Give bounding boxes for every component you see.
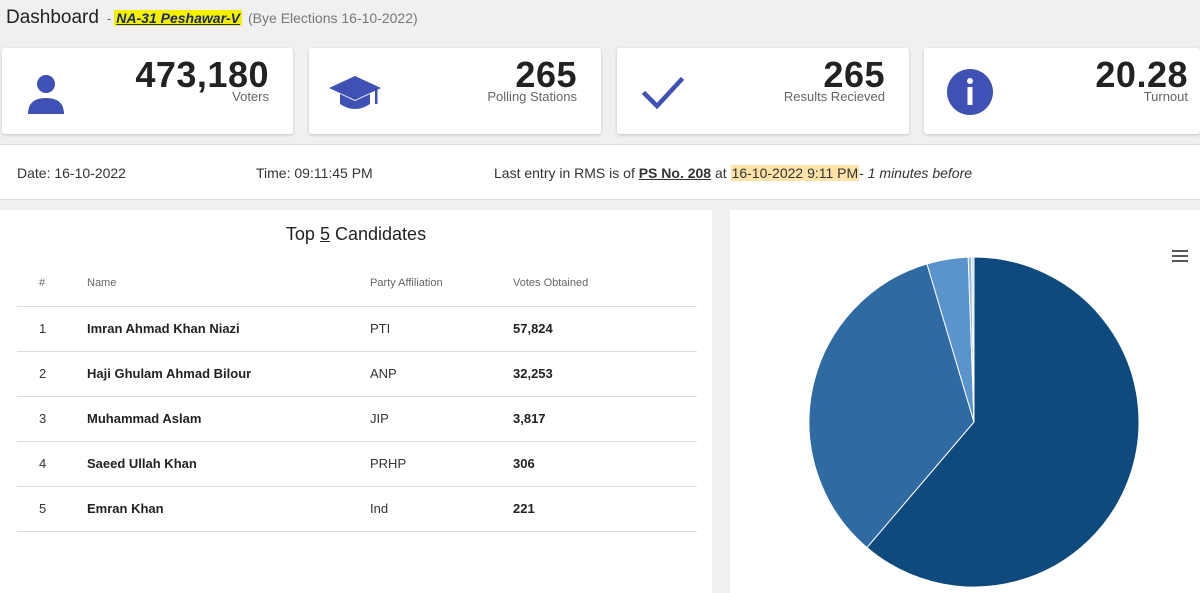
table-row: 3 Muhammad Aslam JIP 3,817: [17, 396, 697, 442]
row-name: Emran Khan: [87, 486, 370, 532]
row-number: 3: [17, 396, 87, 442]
turnout-card: 20.28 Turnout: [924, 48, 1200, 134]
row-name: Muhammad Aslam: [87, 396, 370, 442]
voters-card: 473,180 Voters: [2, 48, 293, 134]
results-value: 265: [823, 54, 885, 95]
info-icon: [947, 69, 993, 115]
pie-slice-pti[interactable]: [866, 256, 1140, 588]
table-row: 2 Haji Ghulam Ahmad Bilour ANP 32,253: [17, 351, 697, 397]
header-party: Party Affiliation: [370, 260, 513, 307]
header-votes: Votes Obtained: [513, 260, 697, 307]
row-votes: 221: [513, 486, 697, 532]
row-votes: 57,824: [513, 306, 697, 352]
row-votes: 3,817: [513, 396, 697, 442]
current-date: Date: 16-10-2022: [17, 165, 126, 181]
last-entry-at: at: [714, 165, 727, 181]
header-name: Name: [87, 260, 370, 307]
voters-label: Voters: [232, 89, 269, 104]
pie-slice-ind[interactable]: [971, 256, 975, 423]
hamburger-menu-icon[interactable]: [1172, 250, 1188, 264]
page-title: Dashboard: [6, 7, 99, 28]
table-title: Top 5 Candidates: [0, 224, 712, 245]
polling-stations-card: 265 Polling Stations: [309, 48, 601, 134]
row-party: PRHP: [370, 441, 513, 487]
table-title-prefix: Top: [285, 224, 315, 244]
row-number: 4: [17, 441, 87, 487]
last-entry-timestamp: 16-10-2022 9:11 PM: [730, 165, 860, 181]
info-bar: Date: 16-10-2022 Time: 09:11:45 PM Last …: [0, 144, 1200, 200]
row-party: PTI: [370, 306, 513, 352]
row-votes: 32,253: [513, 351, 697, 397]
page-header: Dashboard - NA-31 Peshawar-V (Bye Electi…: [0, 0, 1200, 36]
last-entry-dash: -: [859, 165, 864, 181]
row-party: Ind: [370, 486, 513, 532]
person-icon: [28, 75, 64, 114]
top-candidates-panel: Top 5 Candidates # Name Party Affiliatio…: [0, 210, 712, 593]
table-row: 5 Emran Khan Ind 221: [17, 486, 697, 532]
results-label: Results Recieved: [783, 89, 885, 104]
table-row: 1 Imran Ahmad Khan Niazi PTI 57,824: [17, 306, 697, 352]
row-party: ANP: [370, 351, 513, 397]
menu-line: [1172, 250, 1188, 252]
row-votes: 306: [513, 441, 697, 487]
header-number: #: [17, 260, 87, 307]
pie-slice-anp[interactable]: [808, 263, 975, 549]
row-number: 1: [17, 306, 87, 352]
row-number: 5: [17, 486, 87, 532]
menu-line: [1172, 255, 1188, 257]
last-entry-ago: 1 minutes before: [867, 165, 973, 181]
row-party: JIP: [370, 396, 513, 442]
table-header-row: # Name Party Affiliation Votes Obtained: [17, 260, 697, 307]
row-name: Imran Ahmad Khan Niazi: [87, 306, 370, 352]
table-title-number: 5: [319, 224, 330, 244]
turnout-value: 20.28: [1095, 54, 1188, 95]
menu-line: [1172, 260, 1188, 262]
polling-stations-value: 265: [515, 54, 577, 95]
row-number: 2: [17, 351, 87, 397]
graduation-cap-icon: [329, 76, 381, 109]
polling-stations-label: Polling Stations: [487, 89, 577, 104]
current-time: Time: 09:11:45 PM: [256, 165, 373, 181]
pie-chart-panel: [730, 210, 1200, 593]
voters-value: 473,180: [135, 54, 269, 95]
polling-station-link[interactable]: PS No. 208: [638, 165, 712, 181]
table-row: 4 Saeed Ullah Khan PRHP 306: [17, 441, 697, 487]
turnout-label: Turnout: [1143, 89, 1188, 104]
election-label: (Bye Elections 16-10-2022): [248, 10, 418, 26]
checkmark-icon: [641, 76, 685, 110]
table-title-suffix: Candidates: [335, 224, 427, 244]
results-card: 265 Results Recieved: [617, 48, 909, 134]
candidates-table: # Name Party Affiliation Votes Obtained …: [17, 260, 697, 532]
last-entry-prefix: Last entry in RMS is of: [494, 165, 635, 181]
title-separator: -: [106, 10, 112, 26]
vote-share-pie-chart: [808, 256, 1140, 588]
row-name: Haji Ghulam Ahmad Bilour: [87, 351, 370, 397]
row-name: Saeed Ullah Khan: [87, 441, 370, 487]
constituency-link[interactable]: NA-31 Peshawar-V: [114, 10, 243, 26]
last-entry-text: Last entry in RMS is of PS No. 208 at 16…: [494, 165, 972, 181]
